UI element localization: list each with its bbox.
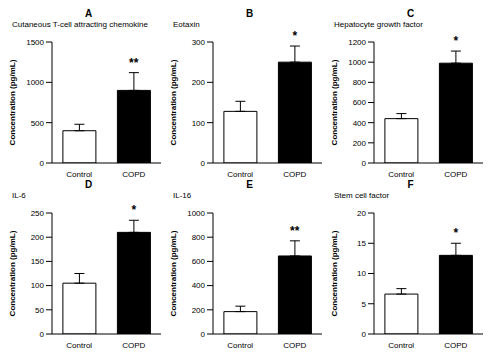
svg-text:COPD: COPD	[283, 170, 306, 179]
svg-text:*: *	[131, 203, 136, 217]
svg-text:0: 0	[362, 159, 367, 168]
svg-text:20: 20	[357, 209, 366, 218]
svg-text:Concentration (pg/mL): Concentration (pg/mL)	[169, 230, 178, 316]
svg-text:0: 0	[201, 330, 206, 339]
svg-text:5: 5	[362, 300, 367, 309]
svg-text:150: 150	[31, 257, 45, 266]
html-text:IL-6: IL-6	[12, 191, 26, 200]
svg-text:250: 250	[31, 209, 45, 218]
svg-text:200: 200	[31, 233, 45, 242]
svg-text:300: 300	[192, 38, 206, 47]
svg-text:COPD: COPD	[283, 341, 306, 350]
html-text:D: D	[84, 179, 93, 190]
svg-text:Concentration (pg/mL): Concentration (pg/mL)	[330, 230, 339, 316]
html-text:C: C	[406, 8, 415, 19]
svg-text:Control: Control	[388, 341, 414, 350]
svg-text:*: *	[453, 34, 458, 48]
svg-text:1200: 1200	[348, 38, 366, 47]
svg-text:Concentration (pg/mL): Concentration (pg/mL)	[169, 59, 178, 145]
html-text:Hepatocyte growth factor: Hepatocyte growth factor	[334, 20, 423, 29]
svg-text:Control: Control	[66, 341, 92, 350]
svg-text:400: 400	[353, 119, 367, 128]
svg-text:0: 0	[40, 330, 45, 339]
html-text:F: F	[407, 179, 414, 190]
svg-text:Concentration (pg/mL): Concentration (pg/mL)	[330, 59, 339, 145]
svg-text:Control: Control	[388, 170, 414, 179]
svg-text:100: 100	[31, 281, 45, 290]
svg-text:0: 0	[201, 159, 206, 168]
svg-text:200: 200	[192, 306, 206, 315]
svg-text:Control: Control	[227, 341, 253, 350]
svg-text:600: 600	[353, 98, 367, 107]
svg-text:800: 800	[192, 233, 206, 242]
svg-text:15: 15	[357, 239, 366, 248]
html-text:A: A	[84, 8, 93, 19]
svg-text:Control: Control	[227, 170, 253, 179]
svg-text:100: 100	[192, 119, 206, 128]
svg-text:COPD: COPD	[444, 341, 467, 350]
svg-text:*: *	[453, 226, 458, 240]
svg-text:10: 10	[357, 269, 366, 278]
svg-text:Concentration (pg/mL): Concentration (pg/mL)	[8, 230, 17, 316]
html-text:Cutaneous T-cell attracting ch: Cutaneous T-cell attracting chemokine	[12, 20, 148, 29]
svg-text:1000: 1000	[26, 78, 44, 87]
svg-text:1000: 1000	[348, 58, 366, 67]
svg-text:800: 800	[353, 78, 367, 87]
html-text:B: B	[245, 8, 254, 19]
svg-text:COPD: COPD	[122, 341, 145, 350]
svg-text:200: 200	[192, 78, 206, 87]
svg-text:**: **	[290, 224, 300, 238]
svg-text:0: 0	[40, 159, 45, 168]
html-text:IL-16: IL-16	[173, 191, 192, 200]
svg-text:600: 600	[192, 257, 206, 266]
svg-text:400: 400	[192, 281, 206, 290]
svg-text:1000: 1000	[187, 209, 205, 218]
html-text:E: E	[246, 179, 253, 190]
svg-text:1500: 1500	[26, 38, 44, 47]
html-text:Eotaxin: Eotaxin	[173, 20, 200, 29]
svg-text:**: **	[129, 56, 139, 70]
svg-text:500: 500	[31, 119, 45, 128]
svg-text:Control: Control	[66, 170, 92, 179]
svg-text:Concentration (pg/mL): Concentration (pg/mL)	[8, 59, 17, 145]
svg-text:200: 200	[353, 139, 367, 148]
svg-text:COPD: COPD	[444, 170, 467, 179]
svg-text:COPD: COPD	[122, 170, 145, 179]
svg-text:*: *	[292, 30, 297, 43]
svg-text:50: 50	[35, 306, 44, 315]
html-text:Stem cell factor: Stem cell factor	[334, 191, 390, 200]
svg-text:0: 0	[362, 330, 367, 339]
